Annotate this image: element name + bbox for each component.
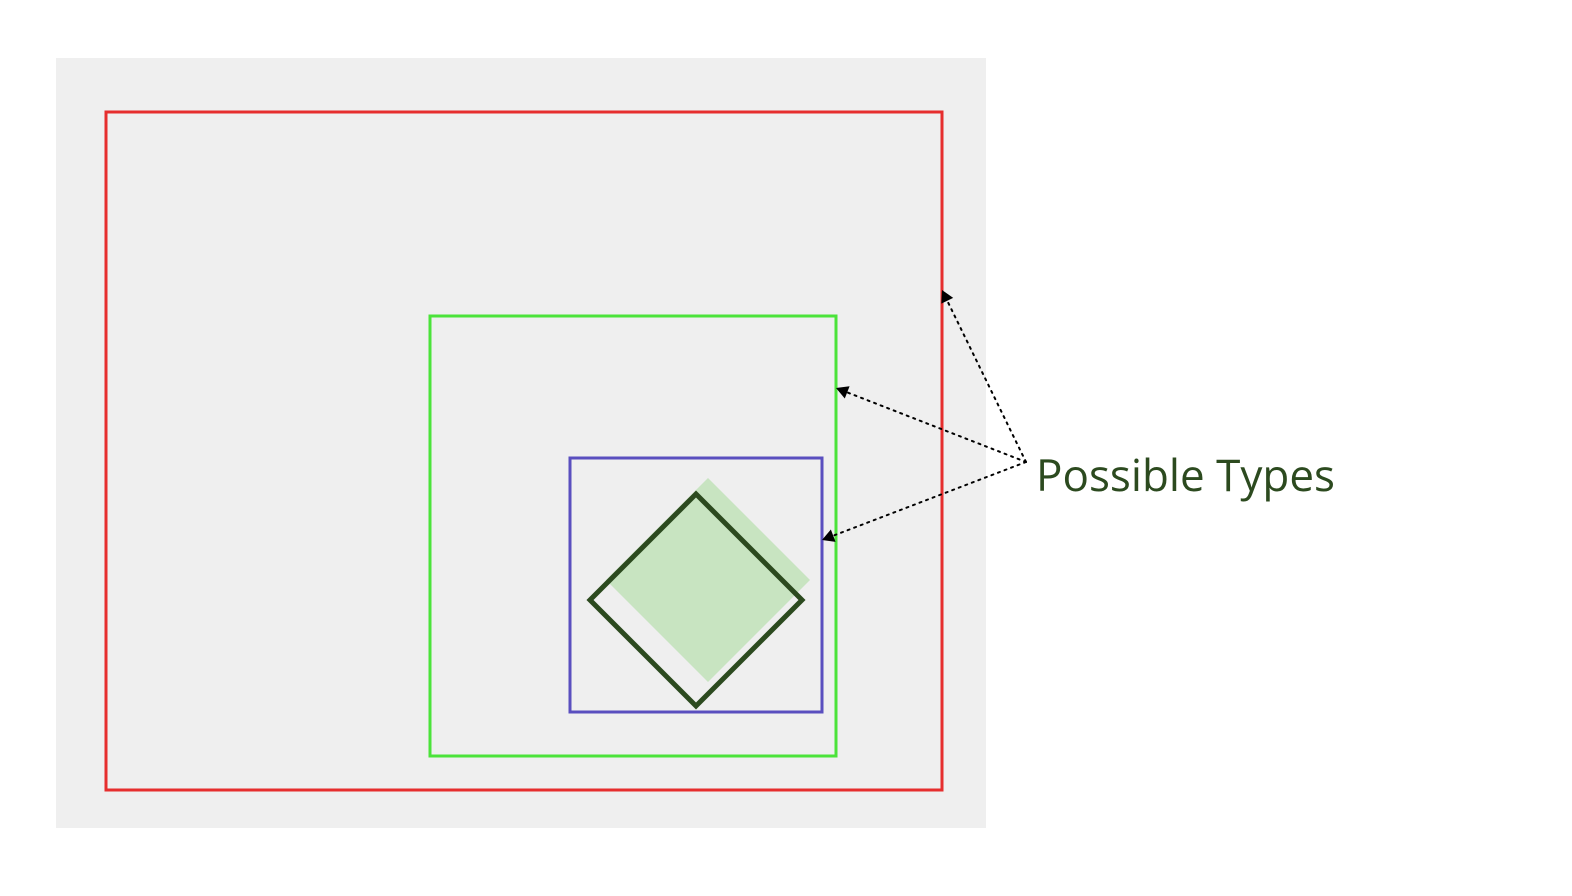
diagram-svg <box>0 0 1572 896</box>
annotation-label: Possible Types <box>1036 444 1335 504</box>
diagram-stage: Possible Types <box>0 0 1572 896</box>
background-panel <box>56 58 986 828</box>
